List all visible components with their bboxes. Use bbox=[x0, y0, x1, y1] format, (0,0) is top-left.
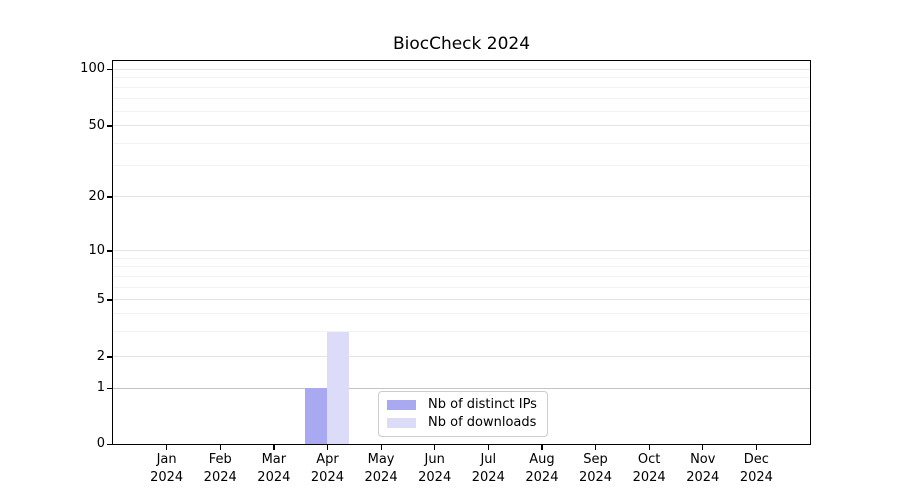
y-tick-label: 50 bbox=[88, 117, 105, 133]
x-tick-month: May bbox=[367, 452, 395, 467]
y-tick-mark bbox=[107, 125, 113, 127]
legend-label-distinct-ips: Nb of distinct IPs bbox=[428, 397, 537, 412]
x-tick-month: Mar bbox=[261, 452, 287, 467]
x-tick-label: May 2024 bbox=[341, 451, 421, 486]
plot-area: Nb of distinct IPs Nb of downloads bbox=[112, 60, 811, 445]
x-tick-label: Mar 2024 bbox=[234, 451, 314, 486]
major-gridline bbox=[113, 299, 810, 301]
x-tick-year: 2024 bbox=[418, 469, 452, 485]
x-tick-year: 2024 bbox=[525, 469, 559, 485]
x-tick-year: 2024 bbox=[578, 469, 613, 485]
x-tick-year: 2024 bbox=[632, 469, 666, 485]
minor-gridline bbox=[113, 77, 810, 79]
y-tick-label: 20 bbox=[88, 188, 105, 204]
x-tick-label: Jul 2024 bbox=[448, 451, 528, 486]
y-tick-label: 100 bbox=[80, 61, 105, 76]
x-tick-year: 2024 bbox=[686, 469, 720, 485]
legend-item-downloads: Nb of downloads bbox=[387, 415, 537, 430]
minor-gridline bbox=[113, 86, 810, 88]
y-tick-mark bbox=[107, 443, 113, 445]
major-gridline bbox=[113, 387, 810, 389]
x-tick-label: Feb 2024 bbox=[180, 451, 260, 486]
legend-swatch-distinct-ips bbox=[387, 399, 416, 410]
x-tick-year: 2024 bbox=[150, 469, 184, 485]
x-tick-mark bbox=[702, 445, 704, 450]
minor-gridline bbox=[113, 313, 810, 315]
x-tick-month: Jan bbox=[156, 452, 177, 467]
legend: Nb of distinct IPs Nb of downloads bbox=[378, 391, 548, 437]
y-tick-label: 0 bbox=[96, 436, 105, 451]
x-tick-year: 2024 bbox=[471, 469, 505, 485]
x-tick-label: Oct 2024 bbox=[609, 451, 689, 486]
y-tick-mark bbox=[107, 299, 113, 301]
x-tick-mark bbox=[595, 445, 597, 450]
minor-gridline bbox=[113, 266, 810, 268]
chart-title: BiocCheck 2024 bbox=[392, 34, 531, 54]
x-tick-month: Dec bbox=[743, 452, 769, 467]
x-tick-year: 2024 bbox=[364, 469, 398, 485]
x-tick-mark bbox=[755, 445, 758, 450]
x-tick-month: Jun bbox=[424, 452, 445, 467]
major-gridline bbox=[113, 68, 810, 70]
major-gridline bbox=[113, 356, 810, 358]
legend-swatch-downloads bbox=[387, 417, 416, 428]
y-tick-mark bbox=[107, 250, 113, 252]
x-tick-label: Jun 2024 bbox=[395, 451, 475, 486]
minor-gridline bbox=[113, 331, 810, 333]
y-tick-mark bbox=[107, 356, 113, 358]
minor-gridline bbox=[113, 286, 810, 288]
x-tick-mark bbox=[380, 445, 382, 450]
y-tick-label: 5 bbox=[96, 291, 105, 307]
x-tick-mark bbox=[487, 445, 489, 450]
x-tick-month: Sep bbox=[583, 452, 608, 467]
x-tick-mark bbox=[648, 445, 650, 450]
minor-gridline bbox=[113, 275, 810, 277]
y-tick-label: 10 bbox=[88, 242, 105, 258]
x-tick-label: Nov 2024 bbox=[663, 451, 743, 486]
major-gridline bbox=[113, 125, 810, 127]
legend-label-downloads: Nb of downloads bbox=[428, 415, 537, 430]
x-tick-month: Oct bbox=[637, 452, 661, 467]
x-tick-month: Nov bbox=[690, 452, 716, 467]
x-tick-month: Aug bbox=[529, 452, 555, 467]
x-tick-label: Jan 2024 bbox=[127, 451, 207, 486]
x-tick-mark bbox=[434, 445, 436, 450]
x-tick-month: Apr bbox=[316, 452, 339, 467]
bar-distinct-ips bbox=[305, 388, 328, 444]
x-tick-mark bbox=[273, 445, 275, 450]
x-tick-mark bbox=[166, 445, 168, 450]
x-tick-month: Feb bbox=[208, 452, 232, 467]
x-tick-month: Jul bbox=[480, 452, 497, 467]
x-tick-label: Aug 2024 bbox=[502, 451, 582, 486]
y-tick-label: 2 bbox=[96, 348, 105, 364]
x-tick-label: Apr 2024 bbox=[287, 451, 367, 486]
major-gridline bbox=[113, 250, 810, 252]
x-tick-mark bbox=[326, 445, 329, 450]
x-tick-year: 2024 bbox=[257, 469, 291, 485]
minor-gridline bbox=[113, 97, 810, 99]
x-tick-year: 2024 bbox=[739, 469, 773, 485]
major-gridline bbox=[113, 196, 810, 198]
x-tick-year: 2024 bbox=[203, 469, 237, 485]
minor-gridline bbox=[113, 142, 810, 144]
x-tick-mark bbox=[219, 445, 221, 450]
minor-gridline bbox=[113, 110, 810, 112]
y-tick-mark bbox=[107, 68, 113, 70]
minor-gridline bbox=[113, 165, 810, 167]
y-tick-label: 1 bbox=[96, 380, 105, 395]
minor-gridline bbox=[113, 257, 810, 259]
x-tick-label: Dec 2024 bbox=[716, 451, 796, 486]
x-tick-mark bbox=[541, 445, 543, 450]
x-tick-label: Sep 2024 bbox=[556, 451, 636, 486]
y-tick-mark bbox=[107, 196, 113, 198]
y-tick-mark bbox=[107, 387, 113, 389]
x-tick-year: 2024 bbox=[310, 469, 344, 485]
legend-item-distinct-ips: Nb of distinct IPs bbox=[387, 397, 537, 412]
bar-downloads bbox=[327, 331, 350, 444]
